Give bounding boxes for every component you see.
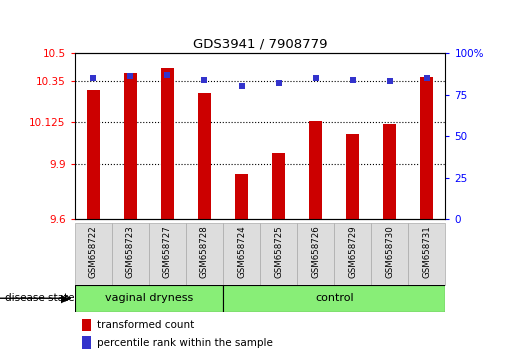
Bar (297, 223, 334, 285)
Bar (371, 223, 408, 285)
Text: GSM658726: GSM658726 (311, 225, 320, 278)
Bar (272, 153, 285, 219)
Point (386, 79, 394, 84)
Point (312, 75, 320, 81)
Bar (161, 68, 174, 219)
Text: GSM658727: GSM658727 (163, 225, 172, 278)
Bar (124, 73, 137, 219)
Point (163, 72, 171, 78)
Point (200, 77, 209, 82)
Bar (186, 223, 223, 285)
Point (423, 75, 431, 81)
Bar (334, 223, 371, 285)
Text: disease state: disease state (5, 293, 75, 303)
Text: GSM658731: GSM658731 (422, 225, 432, 278)
Bar (87, 90, 100, 219)
Text: GSM658724: GSM658724 (237, 225, 246, 278)
Bar (260, 223, 297, 285)
Point (237, 84, 246, 89)
Text: GSM658730: GSM658730 (385, 225, 394, 278)
Bar (420, 77, 434, 219)
Text: GSM658725: GSM658725 (274, 225, 283, 278)
Point (349, 77, 357, 82)
Bar (82, 319, 91, 331)
Bar (346, 133, 359, 219)
Text: ▶: ▶ (61, 293, 70, 303)
Text: GSM658729: GSM658729 (348, 225, 357, 278)
Text: GSM658723: GSM658723 (126, 225, 135, 278)
Text: transformed count: transformed count (97, 320, 194, 330)
Bar (383, 124, 397, 219)
Bar (112, 223, 149, 285)
Text: control: control (315, 293, 353, 303)
Point (274, 80, 283, 86)
Bar (149, 223, 186, 285)
Bar (75, 285, 223, 312)
Text: percentile rank within the sample: percentile rank within the sample (97, 338, 273, 348)
Bar (309, 121, 322, 219)
Point (89, 75, 97, 81)
Title: GDS3941 / 7908779: GDS3941 / 7908779 (193, 38, 328, 51)
Bar (223, 285, 445, 312)
Text: vaginal dryness: vaginal dryness (105, 293, 193, 303)
Point (126, 74, 134, 79)
Text: GSM658728: GSM658728 (200, 225, 209, 278)
Bar (408, 223, 445, 285)
Bar (223, 223, 260, 285)
Text: GSM658722: GSM658722 (89, 225, 98, 278)
Bar (235, 174, 248, 219)
Bar (82, 336, 91, 349)
Bar (198, 93, 211, 219)
Bar (75, 223, 112, 285)
